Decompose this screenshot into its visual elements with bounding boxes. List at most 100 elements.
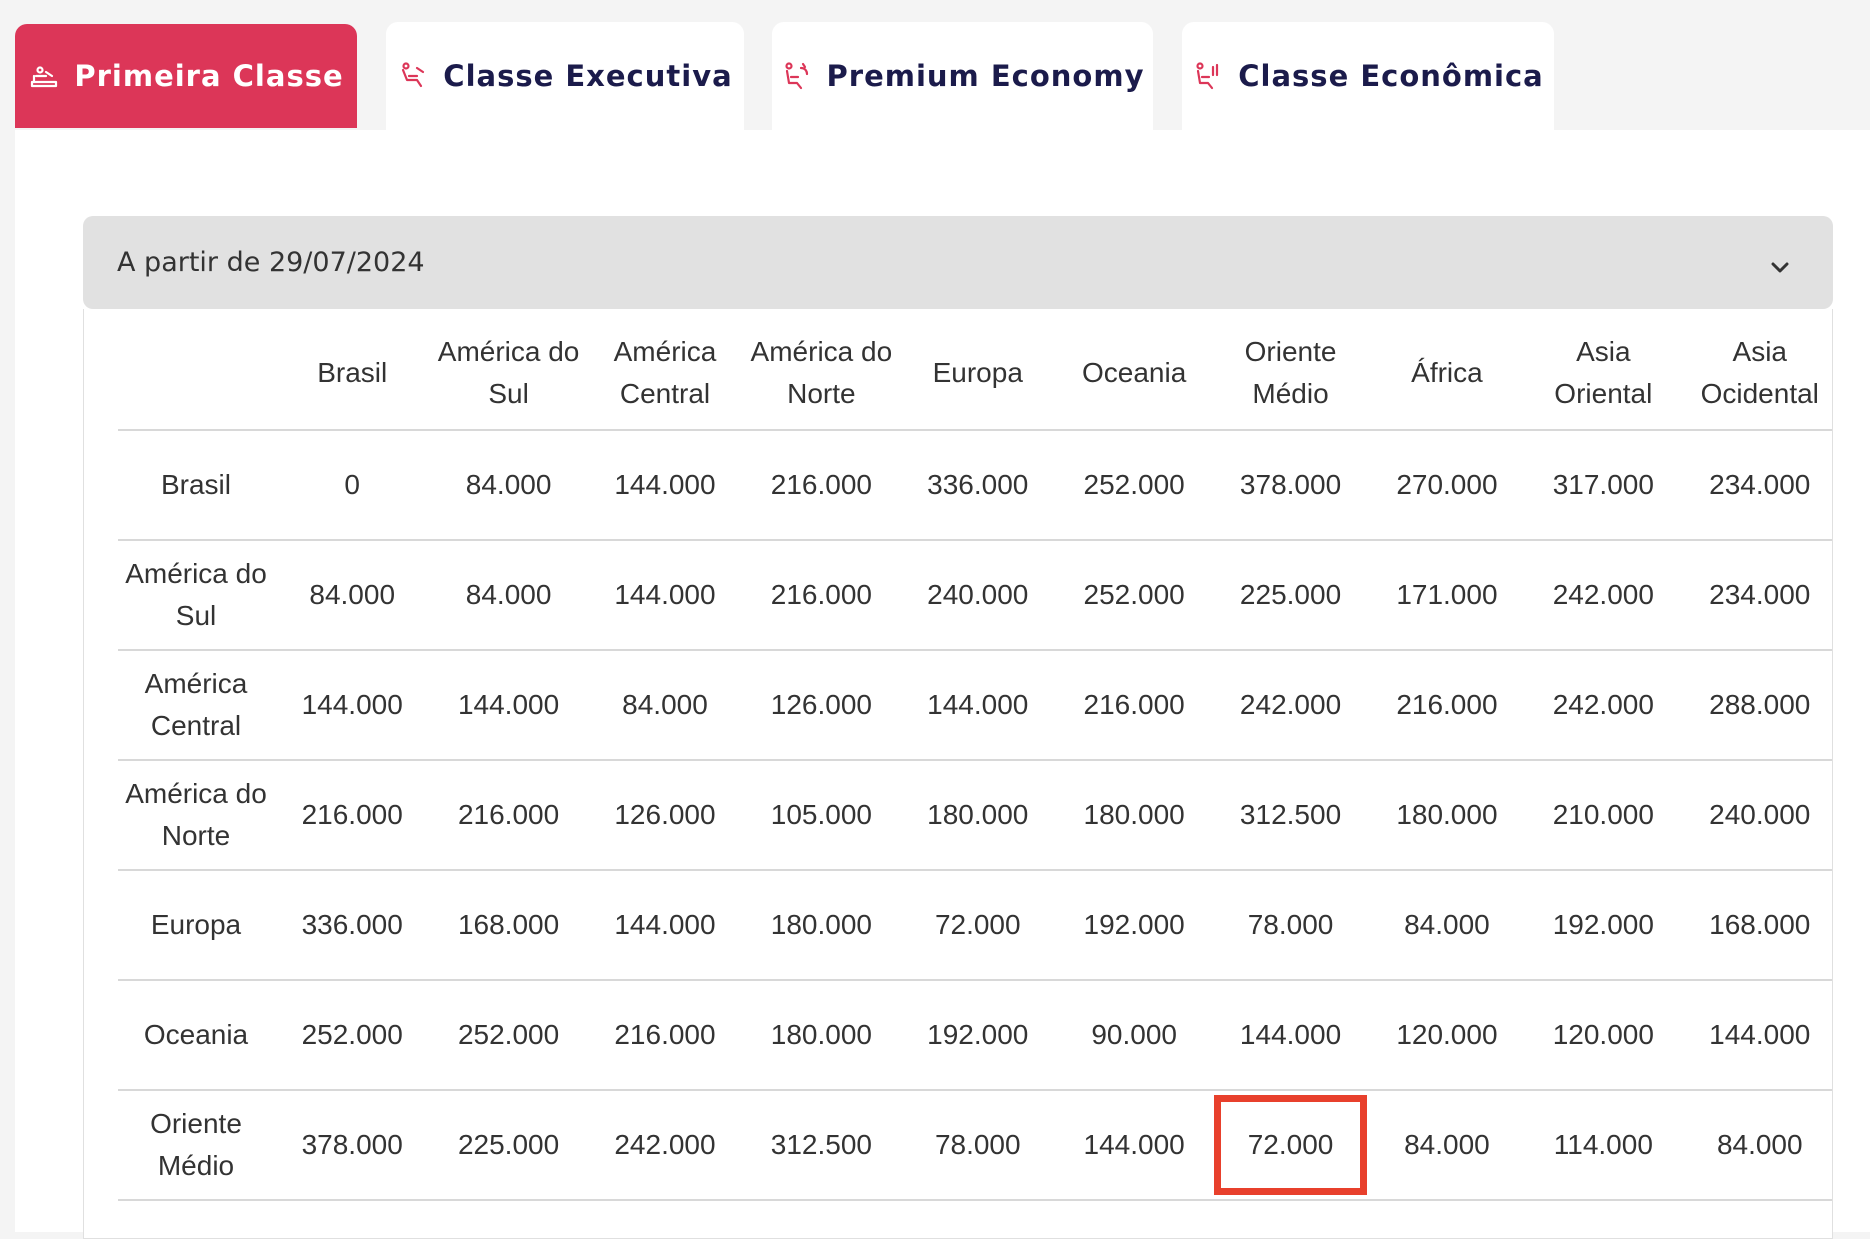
table-cell: 168.000 [430,870,587,981]
table-cell: 180.000 [899,760,1056,871]
table-cell: 312.500 [743,1090,900,1201]
table-row: América do Norte 216.000 216.000 126.000 105… [118,760,1832,871]
seat-flat-icon [28,60,60,92]
table-cell: 288.000 [1681,650,1832,761]
table-cell: 210.000 [1525,760,1682,871]
tab-classe-executiva[interactable]: Classe Executiva [386,22,744,130]
table-cell: 192.000 [1055,870,1213,981]
table-cell: 144.000 [586,540,744,651]
table-cell: 216.000 [430,760,587,871]
seat-economy-icon [1192,60,1224,92]
table-cell: 84.000 [274,540,431,651]
table-cell: 84.000 [430,540,587,651]
row-header: Europa [118,870,274,981]
table-cell: 216.000 [274,760,431,871]
table-cell: 225.000 [430,1090,587,1201]
tab-label: Classe Executiva [443,59,733,93]
table-cell: 78.000 [899,1090,1056,1201]
chevron-down-icon [1771,262,1789,273]
table-cell: 120.000 [1368,980,1526,1091]
table-cell: 120.000 [1525,980,1682,1091]
table-cell: 180.000 [743,870,900,981]
award-chart-table-container: Brasil América do Sul América Central Améri… [83,309,1833,1239]
column-header: América Central [586,309,744,431]
table-cell: 72.000 [899,870,1056,981]
column-header: Asia Ocidental [1681,309,1832,431]
table-cell: 126.000 [586,760,744,871]
column-header: África [1368,309,1526,431]
corner-header-cell [118,309,274,431]
table-cell: 114.000 [1525,1090,1682,1201]
table-cell: 216.000 [586,980,744,1091]
column-header: Asia Oriental [1525,309,1682,431]
table-cell: 144.000 [1212,980,1369,1091]
column-header: América do Norte [743,309,900,431]
table-row: Oceania 252.000 252.000 216.000 180.000 192.0… [118,980,1832,1091]
table-row: Oriente Médio 378.000 225.000 242.000 312.50… [118,1090,1832,1201]
table-cell: 144.000 [1681,980,1832,1091]
table-row: América do Sul 84.000 84.000 144.000 216.000… [118,540,1832,651]
table-cell: 336.000 [274,870,431,981]
row-header: América do Sul [118,540,274,651]
table-cell: 252.000 [1055,540,1213,651]
table-cell: 240.000 [1681,760,1832,871]
row-header: América Central [118,650,274,761]
table-cell: 252.000 [1055,430,1213,541]
table-cell: 90.000 [1055,980,1213,1091]
table-cell: 144.000 [274,650,431,761]
table-cell: 180.000 [743,980,900,1091]
table-row: Europa 336.000 168.000 144.000 180.000 72.000… [118,870,1832,981]
table-cell: 216.000 [743,430,900,541]
table-cell: 0 [274,430,431,541]
column-header: Oriente Médio [1212,309,1369,431]
table-cell: 240.000 [899,540,1056,651]
table-cell: 242.000 [1525,650,1682,761]
seat-recline-icon [397,60,429,92]
table-header-row: Brasil América do Sul América Central Améri… [118,309,1832,431]
table-cell: 225.000 [1212,540,1369,651]
table-cell: 144.000 [1055,1090,1213,1201]
table-cell: 192.000 [899,980,1056,1091]
table-cell: 78.000 [1212,870,1369,981]
table-cell: 378.000 [1212,430,1369,541]
column-header: Brasil [274,309,431,431]
tab-panel: A partir de 29/07/2024 Brasil América do … [15,130,1870,1239]
highlighted-cell: 72.000 [1212,1090,1369,1201]
table-cell: 378.000 [274,1090,431,1201]
table-cell: 180.000 [1055,760,1213,871]
table-cell: 216.000 [743,540,900,651]
table-cell: 234.000 [1681,540,1832,651]
table-cell: 171.000 [1368,540,1526,651]
row-header: América do Norte [118,760,274,871]
table-cell: 242.000 [1212,650,1369,761]
table-cell: 144.000 [430,650,587,761]
tab-premium-economy[interactable]: Premium Economy [772,22,1153,130]
table-cell: 234.000 [1681,430,1832,541]
table-cell: 336.000 [899,430,1056,541]
date-accordion-header[interactable]: A partir de 29/07/2024 [83,216,1833,309]
tab-classe-economica[interactable]: Classe Econômica [1182,22,1554,130]
table-cell: 317.000 [1525,430,1682,541]
table-cell: 144.000 [586,430,744,541]
table-cell: 312.500 [1212,760,1369,871]
tab-label: Primeira Classe [74,59,344,93]
seat-premium-icon [781,60,813,92]
table-cell: 192.000 [1525,870,1682,981]
tab-primeira-classe[interactable]: Primeira Classe [15,24,357,128]
row-header: Brasil [118,430,274,541]
row-header: Oriente Médio [118,1090,274,1201]
table-cell: 270.000 [1368,430,1526,541]
table-cell: 84.000 [1368,870,1526,981]
table-cell: 105.000 [743,760,900,871]
row-header: Oceania [118,980,274,1091]
table-row: América Central 144.000 144.000 84.000 126.0… [118,650,1832,761]
table-cell: 216.000 [1055,650,1213,761]
table-cell: 252.000 [430,980,587,1091]
table-cell: 84.000 [1368,1090,1526,1201]
table-cell: 242.000 [1525,540,1682,651]
table-cell: 84.000 [430,430,587,541]
table-row: Brasil 0 84.000 144.000 216.000 336.000 252.00… [118,430,1832,541]
table-cell: 180.000 [1368,760,1526,871]
table-cell: 144.000 [586,870,744,981]
award-chart-table: Brasil América do Sul América Central Améri… [118,309,1832,1201]
